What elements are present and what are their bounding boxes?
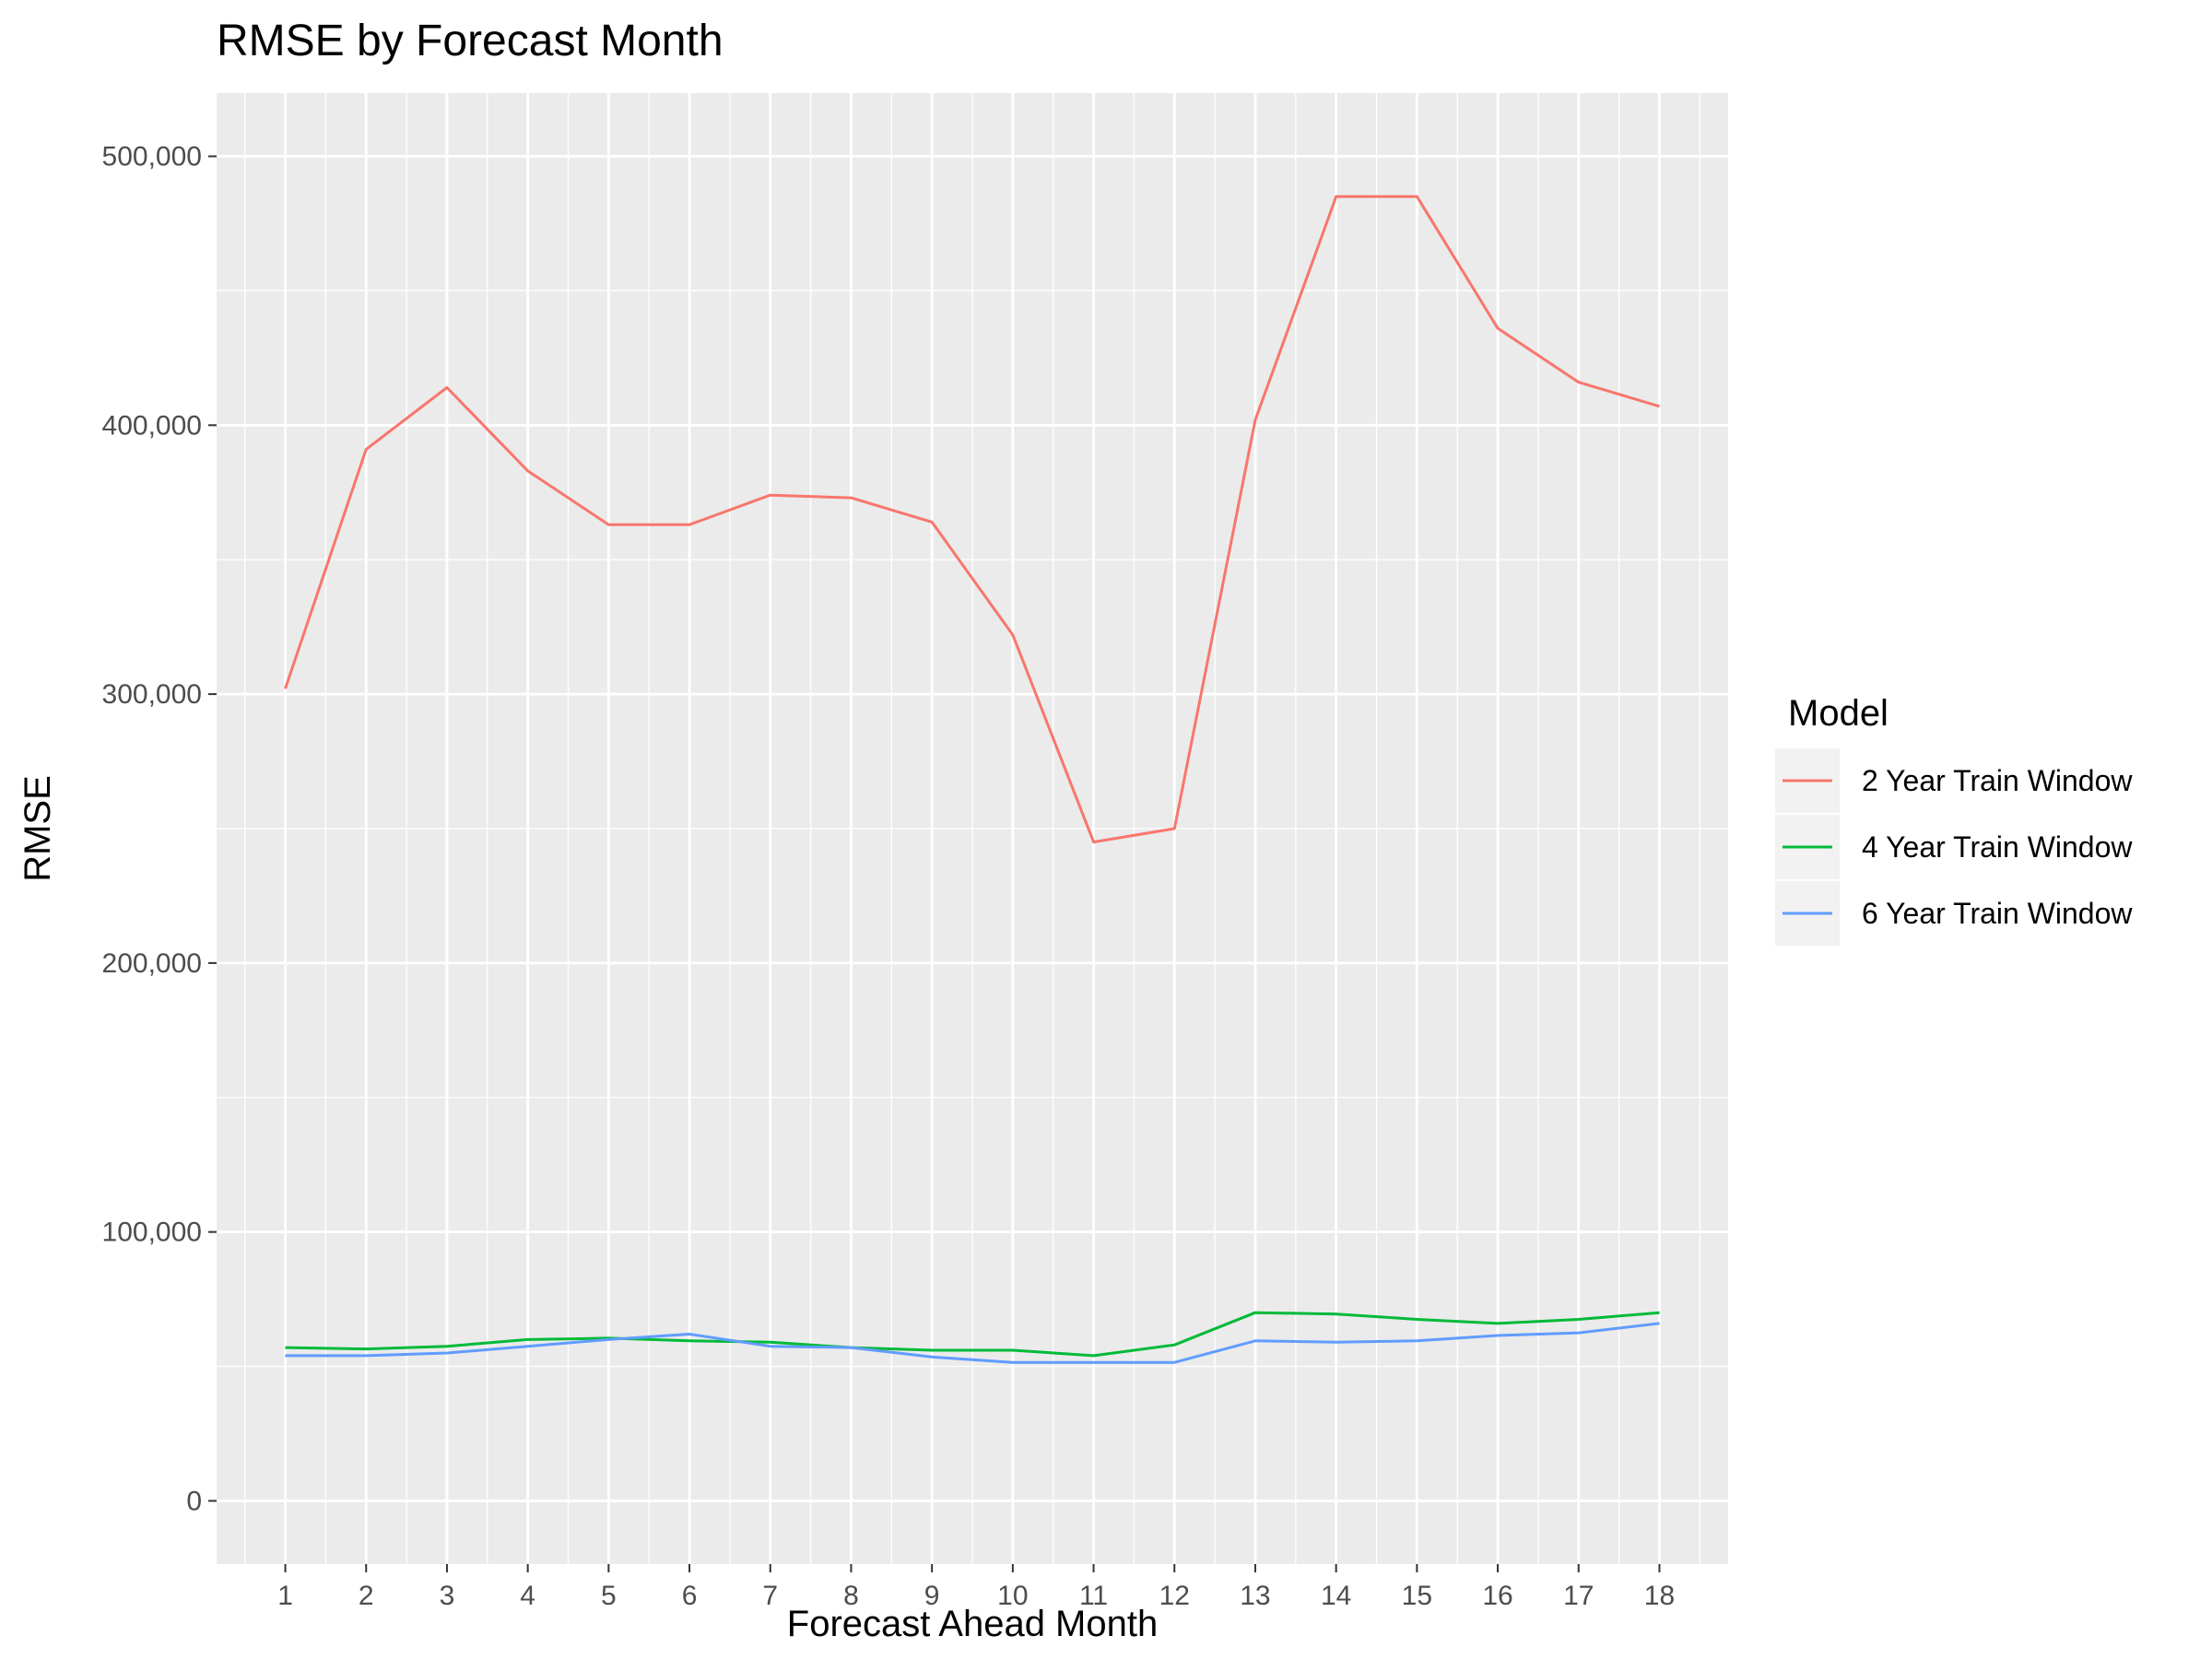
- major-gridlines-x: [284, 93, 1661, 1564]
- x-tick-label: 3: [440, 1581, 455, 1611]
- series-line-1: [284, 194, 1660, 844]
- y-tick-label: 500,000: [102, 142, 202, 172]
- x-axis: 1 2 3 4 5 6 7 8 9 10 11 12 13 14 15 16 17 18: [277, 1564, 1675, 1611]
- x-tick-label: 18: [1644, 1581, 1675, 1611]
- x-tick-label: 7: [762, 1581, 778, 1611]
- x-tick-label: 8: [843, 1581, 859, 1611]
- legend-label: 6 Year Train Window: [1862, 897, 2133, 930]
- legend-item: 6 Year Train Window: [1775, 881, 2133, 946]
- x-tick-label: 10: [997, 1581, 1028, 1611]
- x-tick-label: 9: [924, 1581, 940, 1611]
- legend-label: 4 Year Train Window: [1862, 830, 2133, 864]
- legend: Model 2 Year Train Window 4 Year Train Wi…: [1775, 693, 2133, 946]
- y-tick-label: 300,000: [102, 679, 202, 710]
- y-tick-label: 100,000: [102, 1218, 202, 1248]
- x-tick-label: 4: [520, 1581, 535, 1611]
- legend-item: 2 Year Train Window: [1775, 748, 2133, 813]
- legend-items: 2 Year Train Window 4 Year Train Window 6 …: [1775, 748, 2133, 946]
- x-tick-label: 6: [682, 1581, 698, 1611]
- legend-title: Model: [1788, 693, 1888, 734]
- x-tick-label: 2: [359, 1581, 374, 1611]
- legend-item: 4 Year Train Window: [1775, 815, 2133, 879]
- x-axis-title: Forecast Ahead Month: [787, 1604, 1158, 1644]
- x-tick-label: 11: [1079, 1581, 1108, 1611]
- x-tick-label: 12: [1159, 1581, 1190, 1611]
- y-tick-label: 0: [186, 1486, 202, 1516]
- x-tick-label: 15: [1402, 1581, 1432, 1611]
- y-axis: 0 100,000 200,000 300,000 400,000 500,000: [102, 142, 217, 1516]
- y-axis-title: RMSE: [18, 775, 58, 882]
- minor-gridlines-x: [244, 93, 1700, 1564]
- x-tick-label: 13: [1240, 1581, 1270, 1611]
- x-tick-label: 17: [1563, 1581, 1594, 1611]
- series-line-3: [285, 1322, 1660, 1364]
- x-tick-label: 14: [1321, 1581, 1351, 1611]
- series-lines: [284, 194, 1660, 1364]
- x-tick-label: 1: [277, 1581, 293, 1611]
- y-tick-label: 200,000: [102, 948, 202, 979]
- major-gridlines-y: [217, 155, 1728, 1502]
- x-tick-label: 16: [1482, 1581, 1512, 1611]
- chart-title: RMSE by Forecast Month: [217, 17, 724, 65]
- x-tick-label: 5: [601, 1581, 617, 1611]
- series-line-2: [285, 1311, 1660, 1358]
- legend-label: 2 Year Train Window: [1862, 764, 2133, 797]
- y-tick-label: 400,000: [102, 410, 202, 441]
